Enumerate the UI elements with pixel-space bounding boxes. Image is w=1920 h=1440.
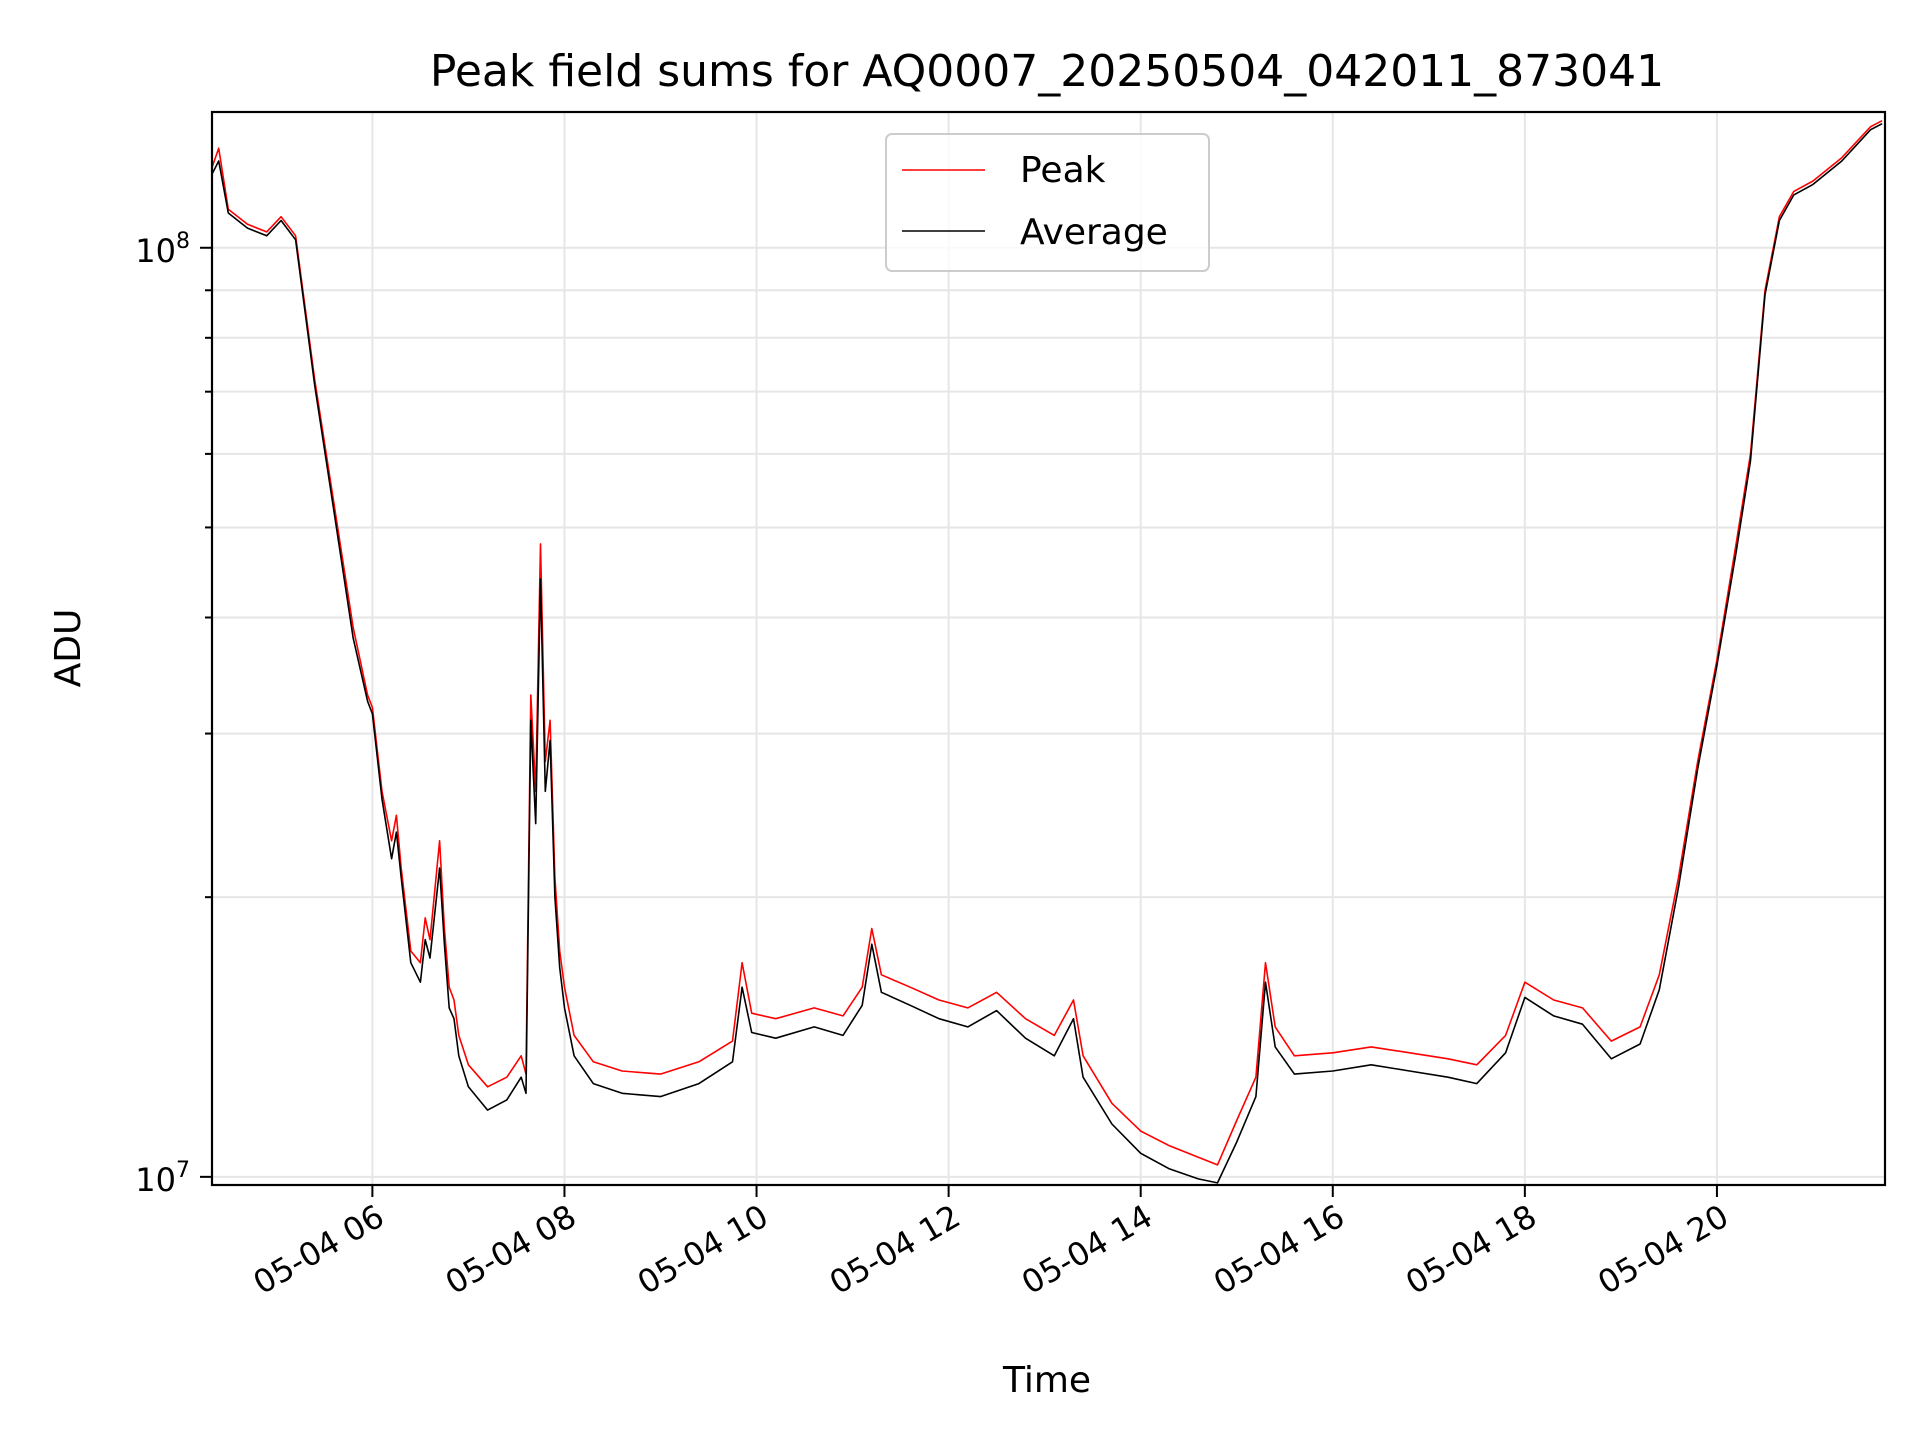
y-axis-label: ADU: [48, 609, 89, 688]
legend-label-average: Average: [1020, 212, 1168, 253]
grid-layer: [212, 112, 1885, 1185]
x-tick-label: 05-04 06: [247, 1197, 391, 1302]
x-tick-label: 05-04 12: [823, 1197, 967, 1302]
y-tick-label: 107: [135, 1158, 190, 1199]
x-tick-label: 05-04 14: [1015, 1197, 1159, 1302]
series-layer: [211, 119, 1883, 1184]
plot-area-frame: [210, 110, 1887, 1187]
y-tick-label-base: 10: [135, 1161, 176, 1199]
series-line-average: [211, 122, 1883, 1184]
legend: Peak Average: [885, 133, 1210, 272]
x-tick-label: 05-04 08: [439, 1197, 583, 1302]
x-tick-label: 05-04 10: [631, 1197, 775, 1302]
x-tick-label: 05-04 16: [1207, 1197, 1351, 1302]
y-tick-label: 108: [135, 229, 190, 270]
chart-title: Peak field sums for AQ0007_20250504_0420…: [430, 46, 1664, 97]
y-tick-label-exponent: 7: [176, 1158, 190, 1183]
y-tick-label-base: 10: [135, 232, 176, 270]
x-axis-label: Time: [1002, 1360, 1091, 1401]
legend-box: [885, 133, 1210, 272]
x-tick-label: 05-04 20: [1591, 1197, 1735, 1302]
y-tick-label-exponent: 8: [176, 229, 190, 254]
series-line-peak: [211, 119, 1883, 1166]
x-axis: 05-04 06 05-04 08 05-04 10 05-04 12 05-04 14…: [247, 1185, 1735, 1302]
x-tick-label: 05-04 18: [1399, 1197, 1543, 1302]
legend-label-peak: Peak: [1020, 150, 1106, 191]
